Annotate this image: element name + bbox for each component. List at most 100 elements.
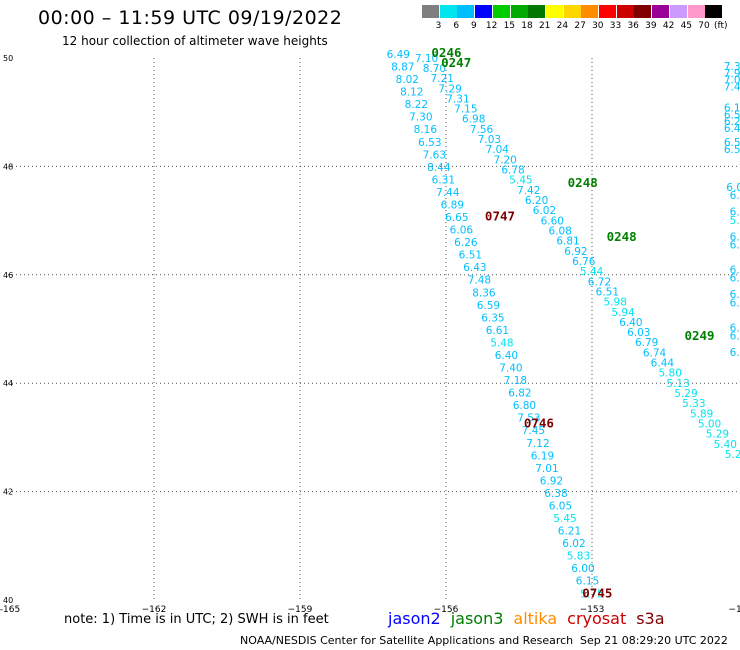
swh-value: 6.4 [730, 347, 740, 359]
swh-value: 6.02 [562, 538, 585, 550]
swh-value: 6.31 [432, 174, 455, 186]
swh-value: 5.75 [580, 588, 603, 600]
satellite-altika: altika [513, 609, 558, 628]
swh-value: 7.12 [526, 438, 549, 450]
swh-value: 5.83 [567, 551, 590, 563]
legend-label: 70 [698, 21, 710, 31]
swh-value: 6.92 [564, 246, 587, 258]
swh-value: 6.26 [454, 237, 478, 249]
legend-swatch [545, 5, 563, 18]
swh-value: 7.40 [499, 363, 522, 375]
swh-value: 6.61 [486, 325, 509, 337]
swh-value: 6.74 [643, 347, 667, 359]
swh-value: 6.19 [531, 450, 554, 462]
swh-value: 6.72 [588, 276, 611, 288]
swh-value: 6.79 [635, 337, 658, 349]
swh-value: 7.63 [423, 149, 446, 161]
swh-value: 6.7 [730, 331, 740, 343]
swh-value: 7.04 [486, 144, 510, 156]
swh-value: 6.08 [548, 225, 571, 237]
swh-value: 6.81 [556, 236, 579, 248]
lat-tick-label: 48 [3, 162, 13, 171]
swh-value: 5.13 [666, 378, 689, 390]
legend-label: 12 [485, 21, 498, 31]
legend-label: 39 [645, 21, 657, 31]
swh-value: 6.3 [730, 231, 740, 243]
legend-swatch [475, 5, 493, 18]
pass-time-label: 0248 [607, 229, 637, 244]
swh-value: 6.43 [724, 123, 740, 135]
swh-value: 8.16 [414, 124, 438, 136]
swh-value: 5.48 [490, 337, 513, 349]
swh-value: 6.59 [477, 300, 500, 312]
footer-note: note: 1) Time is in UTC; 2) SWH is in fe… [64, 612, 329, 627]
pass-time-label: 0745 [582, 585, 612, 600]
swh-value: 6.40 [619, 317, 642, 329]
swh-value: 8.02 [396, 74, 419, 86]
swh-value: 5.44 [580, 266, 604, 278]
legend-label: 24 [556, 21, 569, 31]
swh-value: 8.22 [405, 99, 428, 111]
legend-label: 45 [680, 21, 693, 31]
swh-value: 6.8 [730, 289, 740, 301]
legend-label: 3 [435, 21, 442, 31]
map-subtitle: 12 hour collection of altimeter wave hei… [62, 34, 328, 48]
swh-value: 6.09 [726, 182, 740, 194]
swh-value: 7.15 [454, 104, 477, 116]
legend-swatch [669, 5, 687, 18]
satellite-key: jason2 jason3 altika cryosat s3a [388, 609, 675, 628]
legend-label: 21 [538, 21, 551, 31]
swh-value: 7.03 [478, 134, 501, 146]
swh-value: 6.55 [724, 144, 740, 156]
swh-value: 7.44 [436, 187, 460, 199]
pass-time-label: 0248 [568, 175, 598, 190]
legend-swatch [705, 5, 723, 18]
swh-value: 6.92 [540, 475, 563, 487]
swh-value: 6.3 [730, 322, 740, 334]
swh-value: 6.3 [730, 190, 740, 202]
legend-label: 18 [521, 21, 533, 31]
generation-timestamp: Sep 21 08:29:20 UTC 2022 [580, 634, 728, 647]
swh-value: 5.45 [553, 513, 576, 525]
swh-value: 5.29 [674, 388, 697, 400]
swh-value: 5.80 [659, 368, 682, 380]
swh-value: 5.98 [604, 297, 627, 309]
swh-value: 8.70 [423, 63, 446, 75]
swh-value: 5.89 [690, 408, 713, 420]
swh-value: 6.15 [576, 576, 599, 588]
pass-time-label: 0747 [485, 209, 515, 224]
swh-value: 6.57 [724, 137, 740, 149]
swh-value: 7.30 [409, 112, 432, 124]
swh-value: 7.29 [438, 83, 461, 95]
swh-value: 6.38 [544, 488, 567, 500]
swh-value: 6.89 [441, 199, 464, 211]
legend-swatch [563, 5, 581, 18]
legend-swatch [599, 5, 616, 18]
swh-value: 5.45 [509, 175, 532, 187]
swh-value: 5.33 [682, 398, 705, 410]
lon-tick-label: −153 [580, 605, 605, 615]
swh-value: 7.37 [724, 61, 740, 73]
lon-tick-label: −162 [142, 605, 167, 615]
swh-value: 6.51 [459, 250, 482, 262]
swh-value: 7.56 [470, 124, 494, 136]
swh-value: 5.2 [725, 449, 740, 461]
satellite-cryosat: cryosat [567, 609, 627, 628]
swh-value: 5.94 [611, 307, 635, 319]
swh-value: 6.65 [445, 212, 468, 224]
swh-value: 8.12 [400, 87, 423, 99]
swh-value: 6.6 [730, 264, 740, 276]
swh-value: 6.58 [724, 109, 740, 121]
satellite-jason3: jason3 [450, 609, 504, 628]
swh-value: 7.04 [724, 75, 740, 87]
swh-value: 7.01 [535, 463, 558, 475]
legend-label: 33 [609, 21, 622, 31]
pass-time-label: 0246 [431, 45, 461, 60]
swh-value: 5.29 [706, 429, 729, 441]
swh-value: 7.31 [446, 93, 469, 105]
swh-value: 7.42 [517, 185, 540, 197]
pass-time-label: 0249 [684, 328, 714, 343]
swh-value: 7.53 [517, 413, 540, 425]
